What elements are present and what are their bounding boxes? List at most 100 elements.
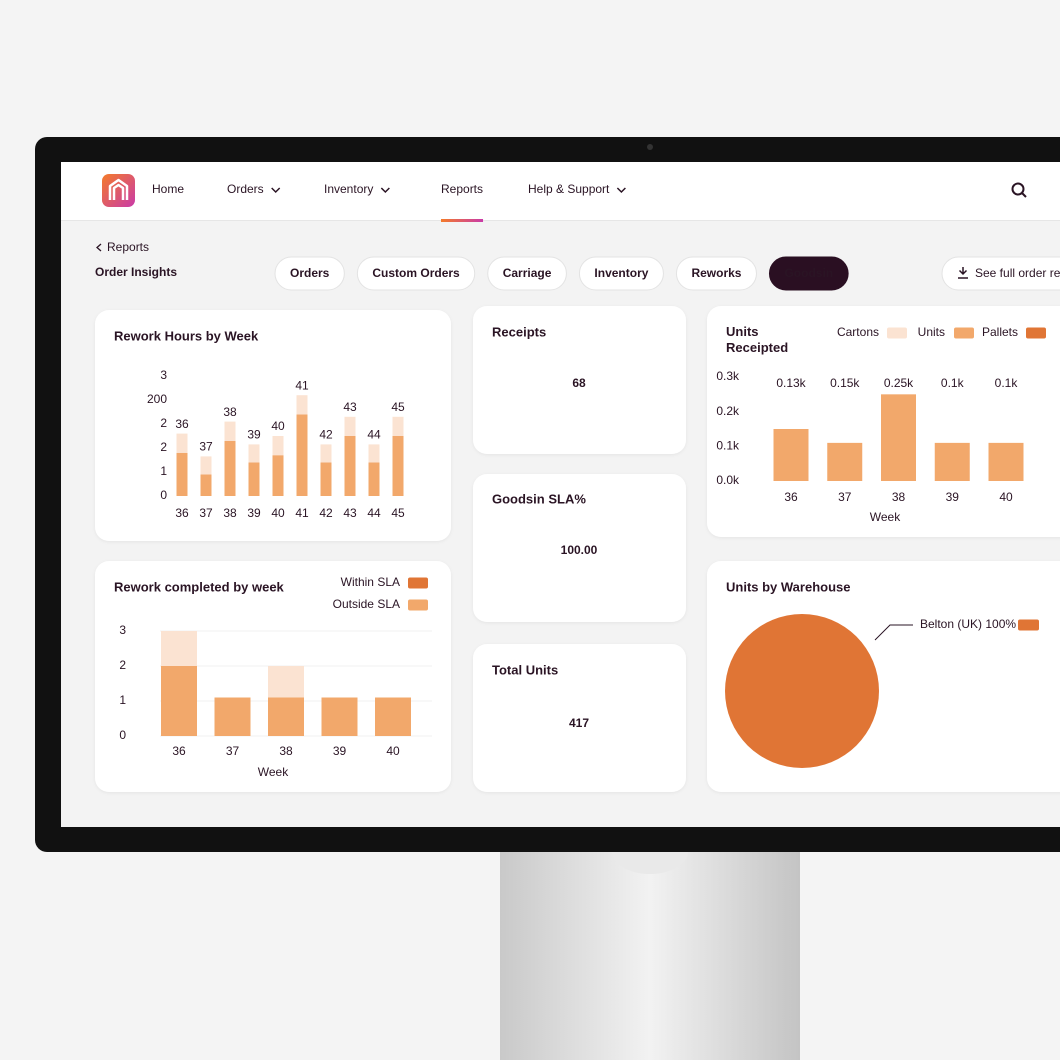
kpi-value: 68 — [572, 376, 586, 390]
bar-label: 41 — [295, 378, 309, 392]
camera — [647, 144, 653, 150]
y-tick-label: 2 — [160, 440, 167, 454]
x-tick-label: 37 — [226, 744, 240, 758]
bar — [248, 462, 260, 496]
chart-title: Units by Warehouse — [726, 579, 850, 594]
legend-label: Cartons — [837, 325, 879, 339]
legend-swatch — [887, 327, 907, 339]
y-tick-label: 0.1k — [716, 439, 740, 453]
y-tick-label: 2 — [160, 416, 167, 430]
x-tick-label: 38 — [892, 490, 906, 504]
bar-label: 36 — [175, 417, 189, 431]
dropdown-chevron — [380, 187, 390, 194]
x-tick-label: 42 — [319, 506, 333, 520]
bar-label: 44 — [367, 428, 381, 442]
legend-label: Units — [918, 325, 945, 339]
tab[interactable]: Goodsin — [768, 256, 849, 291]
legend-swatch — [408, 577, 428, 589]
x-tick-label: 41 — [295, 506, 309, 520]
search-icon[interactable] — [1011, 182, 1027, 198]
y-tick-label: 0 — [119, 728, 126, 742]
chart-title: Units Receipted — [726, 324, 788, 355]
x-tick-label: 44 — [367, 506, 381, 520]
kpi-title: Total Units — [492, 662, 558, 677]
bar — [248, 444, 260, 463]
bar — [161, 631, 197, 666]
dropdown-chevron — [271, 187, 281, 194]
tab[interactable]: Inventory — [578, 256, 664, 291]
bar — [272, 436, 284, 456]
nav-item[interactable]: Orders — [227, 182, 264, 196]
kpi-title: Goodsin SLA% — [492, 491, 586, 506]
breadcrumb[interactable]: Reports — [107, 240, 149, 254]
x-axis-label: Week — [870, 510, 901, 524]
tab-pill — [768, 256, 849, 291]
back-chevron — [96, 243, 102, 252]
bar-label: 45 — [391, 400, 405, 414]
bar — [161, 666, 197, 736]
card — [473, 474, 686, 622]
bar — [214, 697, 251, 736]
bar — [296, 414, 308, 496]
tab-pill — [274, 256, 345, 291]
bar — [176, 452, 188, 496]
y-tick-label: 0.3k — [716, 369, 740, 383]
bar — [272, 455, 284, 496]
x-tick-label: 38 — [223, 506, 237, 520]
tab-pill — [578, 256, 664, 291]
kpi-value: 417 — [569, 716, 589, 730]
tab-pill — [675, 256, 757, 291]
bar-label: 0.1k — [941, 376, 965, 390]
kpi-title: Receipts — [492, 324, 546, 339]
bar-label: 37 — [199, 440, 213, 454]
y-tick-label: 1 — [160, 464, 167, 478]
nav-item[interactable]: Help & Support — [528, 182, 610, 196]
chart-title: Rework Hours by Week — [114, 328, 259, 343]
y-tick-label: 0 — [160, 488, 167, 502]
card — [473, 306, 686, 454]
bar — [296, 395, 308, 415]
legend-swatch — [1018, 619, 1039, 631]
x-tick-label: 39 — [247, 506, 261, 520]
bar — [268, 666, 304, 698]
bar — [224, 440, 236, 496]
tab[interactable]: Reworks — [675, 256, 757, 291]
bar — [176, 433, 188, 453]
bar — [827, 442, 863, 481]
nav-item[interactable]: Home — [152, 182, 184, 196]
legend-label: Pallets — [982, 325, 1018, 339]
tab-pill — [487, 256, 567, 291]
card — [473, 644, 686, 792]
y-tick-label: 2 — [119, 658, 126, 672]
bar — [200, 474, 212, 496]
bar — [321, 697, 358, 736]
bar — [344, 416, 356, 436]
nav-item[interactable]: Reports — [441, 182, 483, 196]
tab-label: Carriage — [503, 266, 552, 280]
dropdown-chevron — [616, 187, 626, 194]
chart-title: Rework completed by week — [114, 579, 285, 594]
nav-item[interactable]: Inventory — [324, 182, 373, 196]
y-tick-label: 3 — [119, 623, 126, 637]
page-title: Order Insights — [95, 265, 177, 279]
active-underline — [441, 219, 484, 222]
x-tick-label: 37 — [838, 490, 852, 504]
legend-swatch — [408, 599, 428, 611]
y-tick-label: 0.2k — [716, 404, 740, 418]
kpi-value: 100.00 — [561, 543, 598, 557]
legend-label: Outside SLA — [333, 597, 400, 611]
tab[interactable]: Carriage — [487, 256, 567, 291]
tab[interactable]: Custom Orders — [356, 256, 476, 291]
bar — [934, 442, 970, 481]
x-tick-label: 37 — [199, 506, 213, 520]
tab-label: Goodsin — [784, 266, 833, 280]
legend-label: Within SLA — [341, 575, 400, 589]
tab[interactable]: Orders — [274, 256, 345, 291]
bar — [375, 697, 411, 736]
y-tick-label: 3 — [160, 368, 167, 382]
legend-swatch — [1026, 327, 1046, 339]
bar — [344, 436, 356, 496]
action-pill — [941, 256, 1060, 291]
bar — [200, 456, 212, 475]
action-button[interactable]: See full order rep — [941, 256, 1060, 291]
